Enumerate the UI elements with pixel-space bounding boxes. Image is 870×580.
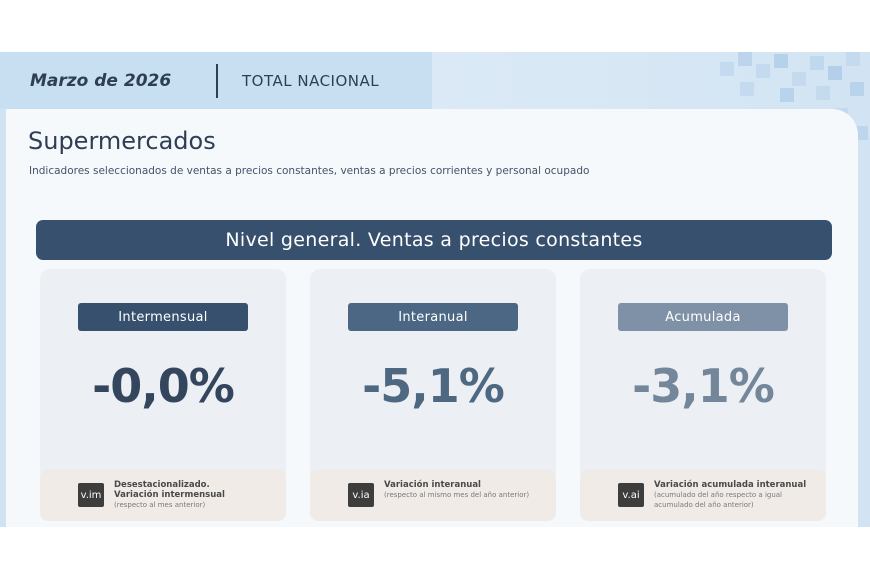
indicator-code-badge: v.ia — [348, 483, 374, 507]
report-header: Marzo de 2026 TOTAL NACIONAL — [0, 52, 432, 109]
report-region: TOTAL NACIONAL — [242, 71, 380, 90]
indicator-footnote-interanual: v.ia Variación interanual (respecto al m… — [310, 469, 556, 521]
indicator-value: -3,1% — [632, 359, 775, 413]
description-line: Variación acumulada interanual — [654, 480, 807, 490]
report-period: Marzo de 2026 — [30, 70, 172, 91]
indicator-label: Acumulada — [618, 303, 788, 331]
indicator-label: Intermensual — [78, 303, 248, 331]
indicator-card-interanual: Interanual -5,1% — [310, 269, 556, 481]
indicator-footnote-intermensual: v.im Desestacionalizado. Variación inter… — [40, 469, 286, 521]
report-canvas: Marzo de 2026 TOTAL NACIONAL Supermercad… — [0, 52, 870, 527]
section-banner: Nivel general. Ventas a precios constant… — [36, 220, 832, 260]
indicator-description: Variación acumulada interanual (acumulad… — [654, 480, 822, 510]
description-line: Variación intermensual — [114, 490, 225, 500]
description-note: (acumulado del año respecto a igual acum… — [654, 491, 783, 509]
indicator-label: Interanual — [348, 303, 518, 331]
indicator-code-badge: v.im — [78, 483, 104, 507]
indicator-description: Variación interanual (respecto al mismo … — [384, 480, 552, 500]
indicator-card-acumulada: Acumulada -3,1% — [580, 269, 826, 481]
content-panel: Supermercados Indicadores seleccionados … — [6, 109, 858, 527]
indicator-code-badge: v.ai — [618, 483, 644, 507]
description-note: (respecto al mes anterior) — [114, 501, 206, 509]
indicator-value: -0,0% — [92, 359, 235, 413]
header-divider — [216, 63, 218, 98]
indicator-footnote-acumulada: v.ai Variación acumulada interanual (acu… — [580, 469, 826, 521]
indicator-value: -5,1% — [362, 359, 505, 413]
indicator-card-intermensual: Intermensual -0,0% — [40, 269, 286, 481]
page-title: Supermercados — [28, 127, 216, 155]
description-line: Desestacionalizado. — [114, 480, 210, 490]
description-note: (respecto al mismo mes del año anterior) — [384, 491, 530, 499]
indicator-description: Desestacionalizado. Variación intermensu… — [114, 480, 282, 510]
description-line: Variación interanual — [384, 480, 481, 490]
page-subtitle: Indicadores seleccionados de ventas a pr… — [29, 165, 590, 177]
